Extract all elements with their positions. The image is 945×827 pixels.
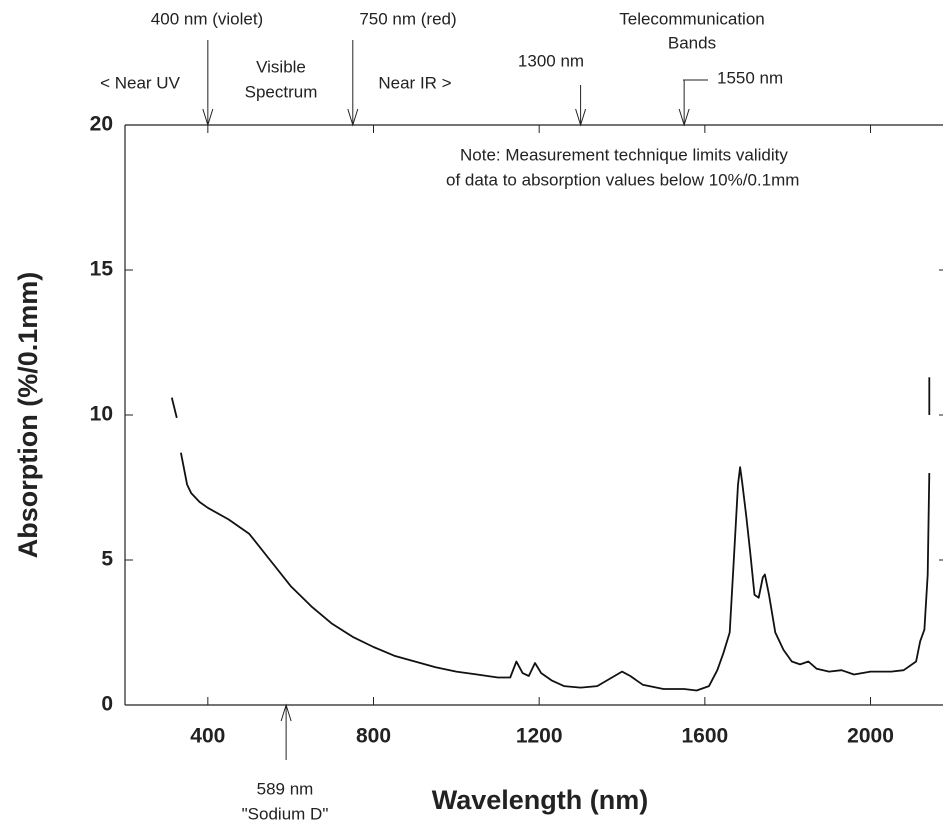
y-tick-label: 15 — [90, 258, 114, 281]
data-line — [170, 397, 178, 419]
x-tick-label: 1200 — [516, 725, 563, 748]
annotation: 589 nm — [257, 779, 314, 798]
arrow-head — [678, 108, 690, 127]
annotation: 750 nm (red) — [359, 9, 456, 28]
x-tick-label: 1600 — [681, 725, 728, 748]
x-axis-title: Wavelength (nm) — [432, 785, 649, 815]
y-tick-label: 0 — [101, 693, 113, 716]
y-axis-title: Absorption (%/0.1mm) — [13, 272, 43, 559]
arrow-head — [347, 108, 359, 127]
x-tick-label: 800 — [356, 725, 391, 748]
region-label: Near IR > — [378, 73, 451, 92]
annotation: "Sodium D" — [242, 804, 329, 823]
x-tick-label: 2000 — [847, 725, 894, 748]
arrow-head — [202, 108, 214, 127]
note: of data to absorption values below 10%/0… — [446, 170, 799, 189]
y-tick-label: 10 — [90, 403, 113, 426]
region-label: Visible — [256, 57, 306, 76]
arrow-head — [575, 108, 587, 127]
x-tick-label: 400 — [190, 725, 225, 748]
y-tick-label: 5 — [101, 548, 113, 571]
arrow-head — [280, 703, 292, 722]
note: Note: Measurement technique limits valid… — [460, 145, 788, 164]
data-line — [180, 452, 931, 692]
region-label: < Near UV — [100, 73, 180, 92]
y-tick-label: 20 — [90, 113, 113, 136]
region-label: Bands — [668, 33, 716, 52]
annotation: 1300 nm — [518, 51, 584, 70]
annotation: 400 nm (violet) — [151, 9, 263, 28]
annotation: 1550 nm — [717, 68, 783, 87]
region-label: Telecommunication — [619, 9, 765, 28]
region-label: Spectrum — [245, 82, 318, 101]
